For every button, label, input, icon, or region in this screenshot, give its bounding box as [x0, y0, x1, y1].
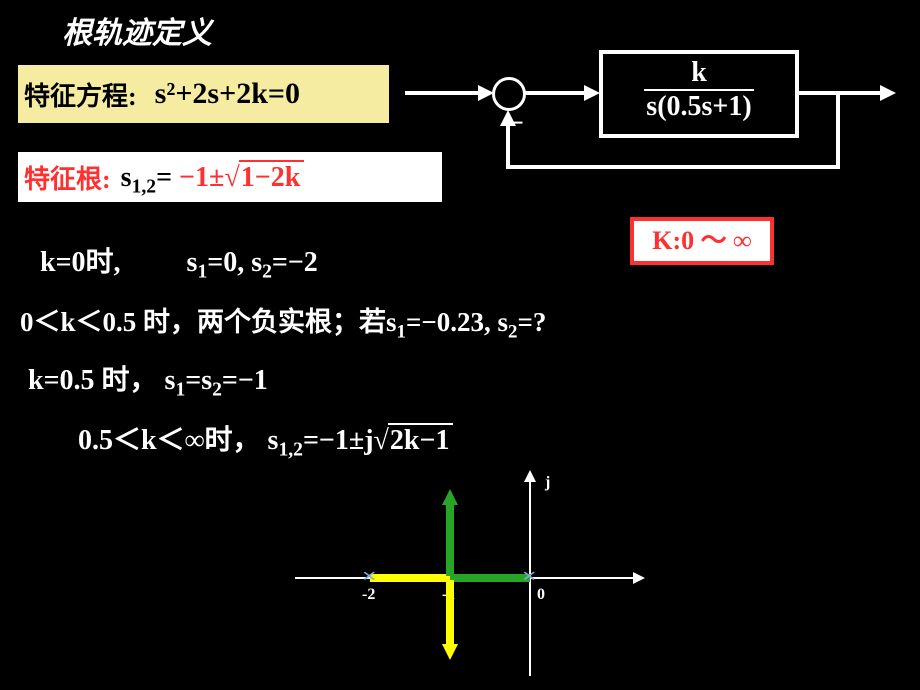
- line-k0: k=0时, s1=0, s2=−2: [40, 240, 318, 280]
- sqrt-sym: √: [224, 162, 239, 193]
- tick-minus2: -2: [362, 586, 375, 604]
- char-roots-label: 特征根:: [24, 159, 111, 196]
- imag-branch-down: [446, 580, 454, 646]
- real-locus-right: [450, 574, 530, 582]
- l2: 0＜k＜0.5 时，两个负实根；若s: [20, 307, 397, 337]
- bd-tf-num: k: [644, 57, 753, 89]
- root-minus1: −1±: [179, 162, 224, 193]
- bd-tf-den: s(0.5s+1): [644, 89, 753, 123]
- l3s2: 2: [212, 380, 222, 401]
- imag-branch-up: [446, 503, 454, 576]
- line-k-gt-0p5: 0.5＜k＜∞时， s1,2=−1±j√2k−1: [78, 418, 453, 458]
- root-radicand: 1−2k: [239, 160, 305, 194]
- l3s1: 1: [175, 380, 185, 401]
- l2c: =?: [517, 307, 546, 337]
- root-var: s: [121, 162, 132, 193]
- l1b: s: [187, 247, 198, 278]
- bd-mid-arrow: [584, 85, 600, 101]
- bd-mid-line: [524, 91, 588, 95]
- bd-transfer-fraction: k s(0.5s+1): [644, 57, 753, 123]
- l4sqrt: √: [374, 425, 389, 456]
- j-axis-label: j: [545, 474, 550, 492]
- char-eq-label: 特征方程:: [24, 76, 137, 113]
- bd-feedback-down: [836, 93, 840, 168]
- line-k0p5: k=0.5 时， s1=s2=−1: [28, 358, 268, 398]
- char-eq-expression: s²+2s+2k=0: [155, 77, 300, 111]
- l2sub: 1: [397, 321, 406, 342]
- l4a: 0.5＜k＜∞时， s: [78, 425, 278, 456]
- bd-feedback-up: [506, 122, 510, 169]
- bd-transfer-box: k s(0.5s+1): [599, 50, 799, 138]
- l4rad: 2k−1: [388, 423, 454, 457]
- characteristic-equation-box: 特征方程: s²+2s+2k=0: [18, 65, 389, 123]
- root-value: −1±√1−2k: [179, 162, 304, 193]
- line-0-to-0p5: 0＜k＜0.5 时，两个负实根；若s1=−0.23, s2=?: [20, 300, 546, 339]
- l1bsub: 1: [197, 262, 207, 283]
- x-axis-arrow: [633, 572, 645, 584]
- bd-output-arrow: [880, 85, 896, 101]
- l2b: =−0.23, s: [406, 307, 508, 337]
- real-locus-left: [370, 574, 450, 582]
- l4sub: 1,2: [278, 440, 303, 461]
- l3eq: =s: [185, 365, 212, 396]
- l1b2: =0, s: [207, 247, 262, 278]
- l4b: =−1±j: [303, 425, 374, 456]
- pole-at-minus2: ×: [362, 564, 377, 587]
- l3: k=0.5 时， s: [28, 365, 175, 396]
- root-sub: 1,2: [132, 177, 157, 198]
- l3val: =−1: [222, 365, 268, 396]
- pole-at-0: ×: [522, 564, 537, 587]
- y-axis-arrow: [524, 470, 536, 482]
- page-title: 根轨迹定义: [62, 8, 212, 52]
- characteristic-roots-box: 特征根: s1,2= −1±√1−2k: [18, 152, 442, 202]
- bd-feedback-arrow: [500, 110, 516, 126]
- char-roots-expression: s1,2= −1±√1−2k: [121, 160, 305, 194]
- k-range-box: K:0 ～ ∞: [630, 217, 774, 265]
- root-equals: =: [156, 162, 179, 193]
- l1b3: =−2: [272, 247, 318, 278]
- imag-branch-down-arrow: [442, 644, 458, 660]
- tick-zero: 0: [537, 586, 545, 604]
- root-locus-plot: j -2 -1 0 × ×: [275, 478, 665, 683]
- bd-summing-junction: [492, 77, 526, 111]
- l1a: k=0时,: [40, 247, 121, 278]
- imag-branch-up-arrow: [442, 489, 458, 505]
- l1b2sub: 2: [262, 262, 272, 283]
- bd-input-line: [405, 91, 483, 95]
- bd-feedback-horiz: [506, 165, 840, 169]
- block-diagram: − k s(0.5s+1): [400, 42, 900, 182]
